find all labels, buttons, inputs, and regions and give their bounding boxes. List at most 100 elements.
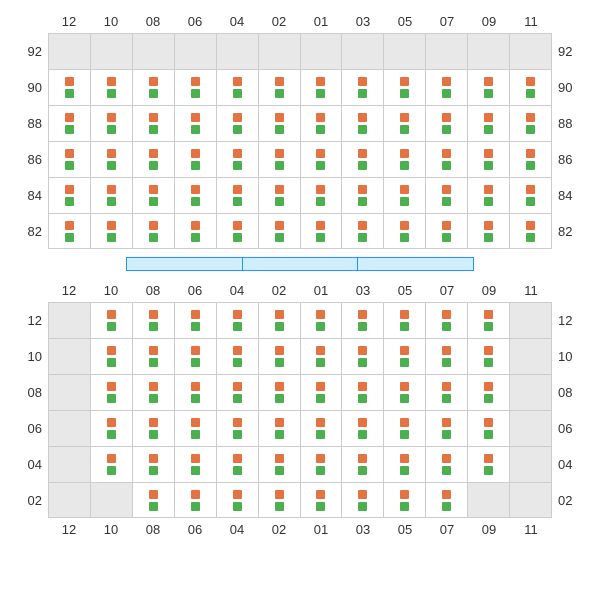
slot-populated[interactable] [467,70,509,105]
slot-populated[interactable] [341,375,383,410]
slot-populated[interactable] [258,214,300,248]
slot-populated[interactable] [48,106,90,141]
slot-populated[interactable] [467,339,509,374]
slot-populated[interactable] [383,106,425,141]
slot-populated[interactable] [425,142,467,177]
slot-empty[interactable] [467,483,509,517]
slot-populated[interactable] [467,303,509,338]
slot-populated[interactable] [174,375,216,410]
slot-populated[interactable] [174,447,216,482]
slot-populated[interactable] [341,303,383,338]
slot-populated[interactable] [216,483,258,517]
slot-populated[interactable] [300,303,342,338]
slot-populated[interactable] [258,106,300,141]
slot-populated[interactable] [341,339,383,374]
slot-populated[interactable] [174,339,216,374]
slot-populated[interactable] [383,214,425,248]
slot-empty[interactable] [509,483,552,517]
slot-populated[interactable] [258,178,300,213]
slot-populated[interactable] [90,178,132,213]
slot-populated[interactable] [90,375,132,410]
slot-populated[interactable] [216,106,258,141]
slot-populated[interactable] [90,339,132,374]
slot-populated[interactable] [341,178,383,213]
slot-populated[interactable] [174,142,216,177]
slot-populated[interactable] [341,214,383,248]
slot-empty[interactable] [300,34,342,69]
slot-populated[interactable] [174,106,216,141]
slot-populated[interactable] [132,303,174,338]
slot-populated[interactable] [48,70,90,105]
slot-populated[interactable] [258,339,300,374]
slot-empty[interactable] [48,34,90,69]
slot-populated[interactable] [425,339,467,374]
slot-populated[interactable] [425,483,467,517]
slot-populated[interactable] [467,214,509,248]
slot-populated[interactable] [174,70,216,105]
slot-populated[interactable] [216,411,258,446]
slot-populated[interactable] [300,70,342,105]
slot-populated[interactable] [90,70,132,105]
slot-populated[interactable] [300,411,342,446]
slot-populated[interactable] [383,447,425,482]
slot-empty[interactable] [383,34,425,69]
slot-populated[interactable] [48,214,90,248]
slot-populated[interactable] [174,178,216,213]
slot-populated[interactable] [216,447,258,482]
slot-populated[interactable] [258,375,300,410]
slot-empty[interactable] [48,411,90,446]
slot-populated[interactable] [174,483,216,517]
slot-empty[interactable] [509,375,552,410]
slot-populated[interactable] [467,411,509,446]
slot-empty[interactable] [341,34,383,69]
slot-empty[interactable] [509,34,552,69]
slot-empty[interactable] [48,339,90,374]
slot-populated[interactable] [467,142,509,177]
slot-empty[interactable] [216,34,258,69]
slot-populated[interactable] [509,142,552,177]
slot-populated[interactable] [383,411,425,446]
slot-populated[interactable] [467,375,509,410]
slot-populated[interactable] [425,303,467,338]
slot-empty[interactable] [467,34,509,69]
slot-populated[interactable] [132,178,174,213]
slot-populated[interactable] [216,303,258,338]
slot-populated[interactable] [425,106,467,141]
slot-populated[interactable] [300,339,342,374]
slot-populated[interactable] [90,411,132,446]
slot-populated[interactable] [132,70,174,105]
slot-populated[interactable] [132,106,174,141]
slot-empty[interactable] [48,303,90,338]
slot-populated[interactable] [341,142,383,177]
slot-populated[interactable] [341,447,383,482]
slot-populated[interactable] [132,375,174,410]
slot-populated[interactable] [216,375,258,410]
slot-empty[interactable] [509,447,552,482]
slot-populated[interactable] [509,106,552,141]
slot-populated[interactable] [174,214,216,248]
slot-empty[interactable] [48,483,90,517]
slot-empty[interactable] [132,34,174,69]
slot-populated[interactable] [383,339,425,374]
slot-populated[interactable] [132,339,174,374]
slot-populated[interactable] [90,303,132,338]
slot-populated[interactable] [258,411,300,446]
slot-populated[interactable] [341,106,383,141]
slot-populated[interactable] [341,483,383,517]
slot-populated[interactable] [425,178,467,213]
slot-populated[interactable] [132,483,174,517]
slot-populated[interactable] [467,178,509,213]
slot-populated[interactable] [300,214,342,248]
slot-empty[interactable] [425,34,467,69]
slot-populated[interactable] [258,447,300,482]
slot-populated[interactable] [383,142,425,177]
slot-empty[interactable] [509,411,552,446]
slot-populated[interactable] [48,178,90,213]
slot-populated[interactable] [341,70,383,105]
slot-empty[interactable] [174,34,216,69]
slot-empty[interactable] [509,303,552,338]
slot-populated[interactable] [90,142,132,177]
slot-populated[interactable] [132,411,174,446]
slot-populated[interactable] [300,178,342,213]
slot-populated[interactable] [132,214,174,248]
